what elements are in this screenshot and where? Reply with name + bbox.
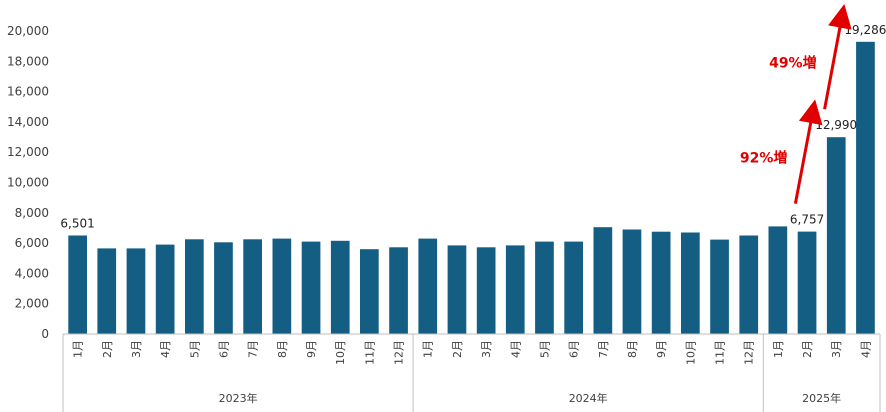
bar: [797, 231, 817, 334]
bar: [389, 247, 408, 334]
y-tick-label: 8,000: [15, 206, 49, 220]
month-label: 11月: [363, 340, 376, 365]
annotations: 92%増 49%増: [740, 4, 852, 204]
bar: [739, 235, 759, 334]
growth-arrow: [823, 4, 852, 110]
bar: [593, 227, 613, 334]
month-label: 1月: [422, 340, 435, 358]
y-tick-label: 6,000: [15, 236, 49, 250]
y-tick-label: 2,000: [15, 297, 49, 311]
month-label: 9月: [305, 340, 318, 358]
month-label: 4月: [509, 340, 522, 358]
bar: [505, 245, 525, 334]
bar: [710, 239, 729, 334]
growth-label: 49%増: [769, 55, 817, 72]
y-tick-label: 14,000: [7, 115, 49, 129]
bar: [126, 248, 146, 334]
bar: [243, 239, 262, 334]
data-label: 19,286: [844, 23, 886, 37]
month-label: 6月: [218, 340, 231, 358]
bar: [360, 249, 379, 334]
data-labels: 6,501 6,757 12,990 19,286: [60, 23, 886, 231]
bar: [856, 41, 875, 335]
month-label: 8月: [626, 340, 639, 358]
month-label: 2月: [101, 340, 114, 358]
month-label: 8月: [276, 340, 289, 358]
bar: [681, 232, 700, 334]
y-tick-label: 10,000: [7, 176, 49, 190]
data-label: 6,501: [60, 217, 94, 231]
bar: [97, 248, 117, 334]
month-label: 12月: [393, 340, 406, 365]
growth-arrow: [793, 99, 823, 204]
bar: [185, 239, 204, 334]
month-label: 10月: [334, 340, 347, 365]
month-label: 1月: [72, 340, 85, 358]
month-label: 4月: [159, 340, 172, 358]
y-tick-label: 20,000: [7, 24, 49, 38]
month-label: 2月: [801, 340, 814, 358]
y-tick-label: 18,000: [7, 54, 49, 68]
month-label: 5月: [538, 340, 551, 358]
bar: [826, 137, 846, 334]
y-tick-label: 16,000: [7, 85, 49, 99]
month-label: 1月: [772, 340, 785, 358]
bar: [272, 238, 292, 334]
bar: [155, 244, 175, 334]
y-tick-label: 4,000: [15, 266, 49, 280]
bar: [476, 247, 496, 334]
year-label: 2024年: [569, 391, 608, 405]
x-axis: 1月 2月 3月 4月 5月 6月 7月 8月 9月 10月 11月 12月 1月 2月 3月 4月 5月 6月 7…: [62, 333, 881, 412]
year-label: 2025年: [802, 391, 841, 405]
month-label: 10月: [684, 340, 697, 365]
y-tick-label: 12,000: [7, 145, 49, 159]
bar: [564, 241, 583, 334]
bar: [330, 240, 350, 334]
bar: [447, 245, 467, 334]
month-label: 7月: [247, 340, 260, 358]
month-label: 4月: [859, 340, 872, 358]
month-label: 7月: [597, 340, 610, 358]
data-label: 6,757: [790, 213, 824, 227]
month-label: 2月: [451, 340, 464, 358]
data-label: 12,990: [815, 118, 857, 132]
month-label: 12月: [743, 340, 756, 365]
month-label: 6月: [568, 340, 581, 358]
y-axis: 0 2,000 4,000 6,000 8,000 10,000 12,000 14,000 1…: [7, 24, 49, 341]
month-label: 5月: [188, 340, 201, 358]
bar: [68, 235, 87, 334]
growth-label: 92%増: [740, 149, 788, 166]
bars: [68, 41, 875, 335]
bar: [214, 242, 233, 334]
bar: [301, 241, 321, 334]
bar: [535, 241, 554, 334]
bar: [768, 226, 788, 334]
bar: [622, 229, 642, 334]
bar: [651, 231, 671, 334]
month-label: 3月: [130, 340, 143, 358]
bar: [418, 238, 438, 334]
y-tick-label: 0: [41, 327, 49, 341]
month-label: 9月: [655, 340, 668, 358]
year-label: 2023年: [219, 391, 258, 405]
month-label: 11月: [714, 340, 727, 365]
month-label: 3月: [480, 340, 493, 358]
month-label: 3月: [830, 340, 843, 358]
